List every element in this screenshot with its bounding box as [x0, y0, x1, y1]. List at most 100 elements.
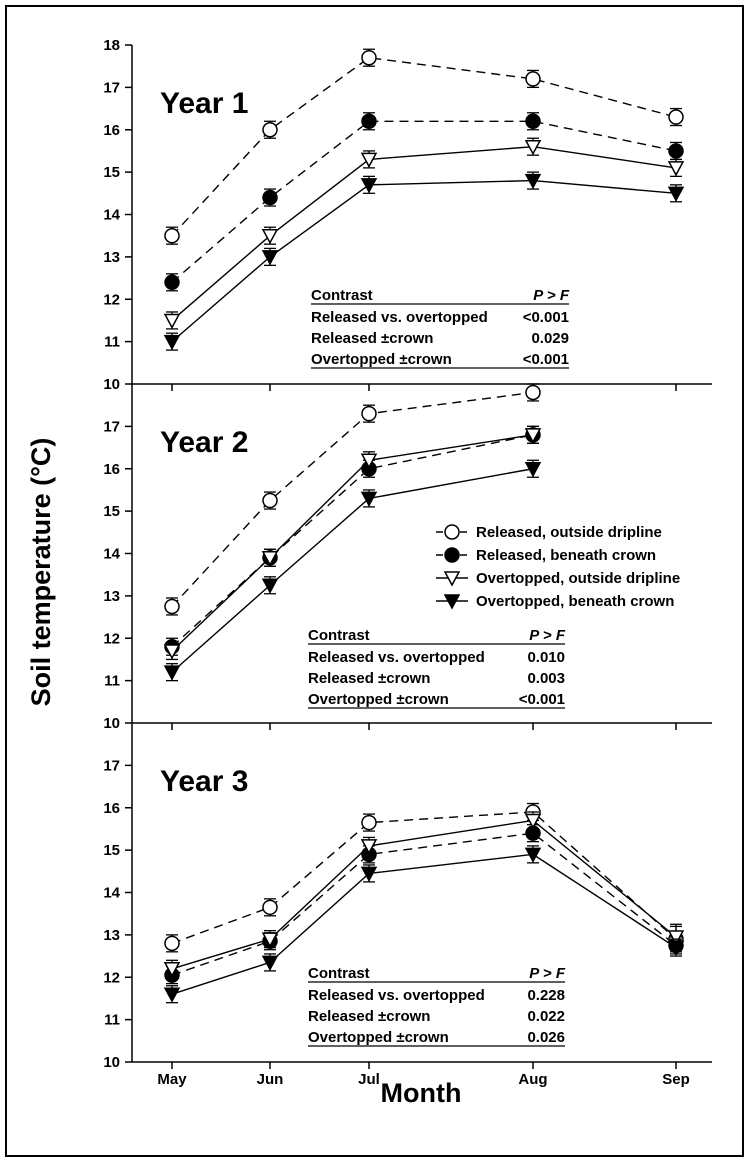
legend-marker — [444, 547, 460, 563]
legend-label: Overtopped, beneath crown — [476, 593, 674, 610]
plot-layer: 10 11 12 13 14 15 16 17 18 Year 1 Contrast P > F Rel… — [103, 37, 712, 1088]
p-value: <0.001 — [523, 309, 569, 326]
contrast-header: Contrast — [308, 965, 370, 982]
series-line — [171, 434, 534, 648]
data-point — [360, 152, 378, 168]
legend-label: Overtopped, outside dripline — [476, 570, 680, 587]
data-point — [164, 227, 180, 244]
series-line — [171, 468, 534, 673]
y-tick-label: 13 — [103, 927, 120, 944]
y-tick-label: 17 — [103, 757, 120, 774]
p-value: 0.228 — [527, 987, 565, 1004]
y-axis-title: Soil temperature (°C) — [26, 438, 56, 707]
y-tick-label: 11 — [104, 673, 120, 690]
p-value: 0.010 — [527, 649, 565, 666]
data-point — [667, 930, 685, 946]
y-tick-label: 14 — [103, 885, 120, 902]
contrast-name: Overtopped ±crown — [308, 1029, 449, 1046]
data-point — [524, 428, 542, 444]
y-tick-label: 11 — [104, 1012, 120, 1029]
y-tick-label: 16 — [103, 461, 120, 478]
p-value: <0.001 — [523, 351, 569, 368]
panel-title: Year 3 — [160, 765, 248, 798]
y-tick-label: 12 — [103, 291, 120, 308]
legend-entry: Released, outside dripline — [436, 524, 662, 541]
p-value: <0.001 — [519, 691, 565, 708]
p-header: P > F — [529, 627, 566, 644]
y-tick-label: 10 — [103, 1054, 120, 1071]
data-point — [163, 987, 181, 1003]
legend-label: Released, outside dripline — [476, 524, 662, 541]
x-tick-label: May — [157, 1071, 187, 1088]
data-point — [361, 814, 377, 831]
series-1 — [164, 383, 541, 616]
contrast-header: Contrast — [308, 627, 370, 644]
data-point — [163, 665, 181, 681]
y-tick-label: 16 — [103, 800, 120, 817]
x-tick-label: Aug — [518, 1071, 547, 1088]
y-tick-label: 14 — [103, 546, 120, 563]
data-point — [361, 405, 377, 422]
data-point — [163, 644, 181, 660]
data-point — [262, 492, 278, 509]
legend: Released, outside dripline Released, bene… — [436, 524, 680, 610]
y-tick-label: 14 — [103, 207, 120, 224]
series-line — [171, 120, 677, 283]
y-tick-label: 16 — [103, 122, 120, 139]
data-point — [261, 550, 279, 567]
y-tick-label: 11 — [104, 334, 120, 351]
y-tick-label: 18 — [103, 37, 120, 54]
y-tick-label: 10 — [103, 376, 120, 393]
contrast-name: Released ±crown — [311, 330, 433, 347]
contrast-name: Overtopped ±crown — [311, 351, 452, 368]
data-point — [524, 139, 542, 156]
data-point — [164, 598, 180, 615]
legend-entry: Overtopped, outside dripline — [436, 570, 680, 587]
series-3 — [163, 425, 542, 661]
series-4 — [163, 459, 542, 682]
data-point — [524, 847, 542, 863]
data-point — [360, 839, 378, 855]
data-point — [525, 384, 541, 401]
legend-marker — [443, 594, 461, 610]
series-2 — [164, 112, 684, 292]
contrast-name: Released ±crown — [308, 1008, 430, 1025]
series-2 — [164, 824, 684, 985]
figure-frame — [5, 5, 744, 1157]
y-tick-label: 10 — [103, 715, 120, 732]
data-point — [262, 189, 278, 206]
data-point — [163, 334, 181, 351]
panel-title: Year 1 — [160, 87, 248, 120]
contrast-header: Contrast — [311, 287, 373, 304]
data-point — [163, 962, 181, 978]
y-tick-label: 17 — [103, 418, 120, 435]
y-tick-label: 15 — [103, 164, 120, 181]
x-tick-label: Jul — [358, 1071, 380, 1088]
panel-year-1: 10 11 12 13 14 15 16 17 18 Year 1 Contrast P > F Rel… — [103, 37, 712, 393]
data-point — [360, 866, 378, 883]
p-value: 0.029 — [531, 330, 569, 347]
p-value: 0.026 — [527, 1029, 565, 1046]
series-line — [171, 145, 677, 321]
series-4 — [163, 171, 685, 351]
data-point — [668, 143, 684, 159]
contrast-name: Overtopped ±crown — [308, 691, 449, 708]
x-axis-title: Month — [381, 1078, 462, 1108]
x-tick-label: Jun — [257, 1071, 284, 1088]
series-line — [171, 832, 677, 976]
contrast-table: Contrast P > F Released vs. overtopped 0.22… — [308, 965, 566, 1047]
data-point — [524, 173, 542, 190]
panel-year-3: 10 11 12 13 14 15 16 17 Year 3 Contrast P > F Relea… — [103, 723, 712, 1071]
data-point — [164, 935, 180, 952]
series-3 — [163, 137, 685, 330]
series-line — [171, 434, 534, 652]
legend-marker — [444, 524, 460, 540]
series-1 — [164, 802, 684, 953]
data-point — [261, 228, 279, 245]
contrast-table: Contrast P > F Released vs. overtopped 0.01… — [308, 627, 566, 709]
legend-entry: Overtopped, beneath crown — [436, 593, 674, 610]
y-tick-label: 12 — [103, 630, 120, 647]
data-point — [668, 109, 684, 125]
y-tick-label: 15 — [103, 503, 120, 520]
